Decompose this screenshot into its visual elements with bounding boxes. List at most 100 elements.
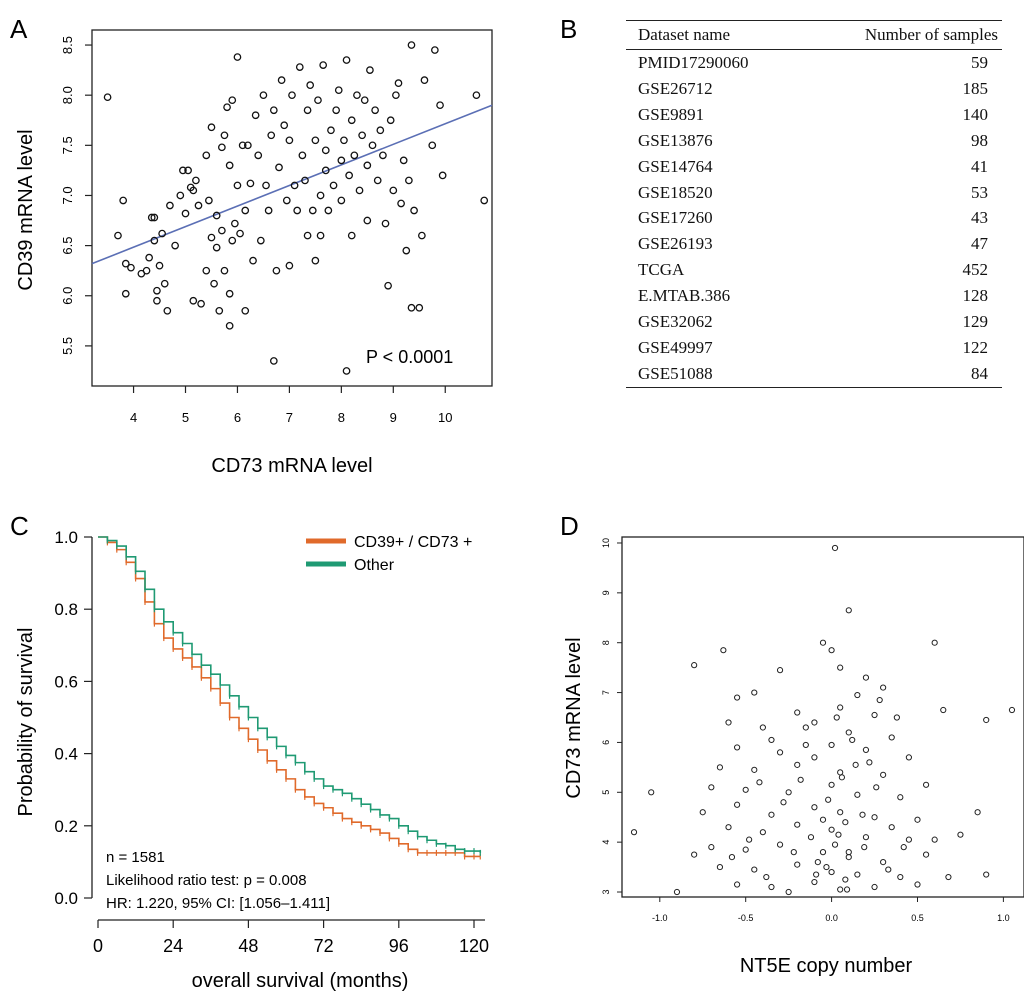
data-point <box>843 886 851 893</box>
data-point <box>945 873 952 881</box>
data-point <box>438 171 447 180</box>
data-point <box>402 246 411 255</box>
data-point <box>410 206 418 215</box>
data-point <box>866 759 873 766</box>
data-point <box>811 719 818 726</box>
table-row: GSE26712 185 <box>626 76 1002 102</box>
data-point <box>194 201 203 210</box>
data-point <box>207 123 216 132</box>
cell-dataset: TCGA <box>638 260 685 280</box>
data-point <box>785 888 792 896</box>
data-point <box>759 829 766 836</box>
panel-letter-d: D <box>560 511 579 541</box>
cell-dataset: GSE49997 <box>638 337 713 357</box>
data-point <box>246 179 255 188</box>
data-point <box>160 279 169 288</box>
data-point <box>751 766 758 773</box>
data-point <box>845 854 852 861</box>
data-point <box>181 209 190 218</box>
data-point <box>790 849 797 856</box>
data-point <box>828 826 835 833</box>
data-point <box>420 76 429 84</box>
data-point <box>202 266 211 275</box>
data-point <box>880 858 887 866</box>
x-tick-label: 72 <box>314 936 334 956</box>
data-point <box>243 141 252 150</box>
cell-samples: 53 <box>971 182 988 202</box>
table-header-row: Dataset name Number of samples <box>626 20 1002 50</box>
data-point <box>121 289 130 298</box>
panel-a-x-label: CD73 mRNA level <box>211 455 372 477</box>
data-point <box>734 744 741 751</box>
data-point <box>831 841 839 848</box>
data-point <box>321 166 330 175</box>
table-row: GSE14764 41 <box>626 154 1002 180</box>
data-point <box>147 213 156 222</box>
data-point <box>184 166 192 175</box>
x-tick-label: 4 <box>130 410 137 425</box>
data-point <box>974 809 981 816</box>
data-point <box>931 639 938 646</box>
data-point <box>813 871 820 878</box>
data-point <box>983 871 990 878</box>
survival-curve-cd39-cd73 <box>98 536 481 858</box>
data-point <box>293 206 302 215</box>
data-point <box>220 131 229 140</box>
table-row: GSE32062 129 <box>626 309 1002 335</box>
data-point <box>862 834 870 841</box>
x-tick-label: 7 <box>286 410 293 425</box>
y-tick-label: 6 <box>601 740 611 745</box>
data-point <box>716 863 724 871</box>
data-point <box>228 236 237 245</box>
data-point <box>819 816 827 823</box>
data-point <box>363 216 372 225</box>
data-point <box>358 131 366 140</box>
data-point <box>236 229 244 238</box>
data-point <box>888 734 895 741</box>
data-point <box>233 53 242 61</box>
table-row: GSE13876 98 <box>626 128 1002 154</box>
data-point <box>893 714 900 721</box>
data-point <box>823 863 830 871</box>
data-point <box>691 851 698 858</box>
data-point <box>238 141 247 150</box>
cell-dataset: GSE13876 <box>638 130 713 150</box>
data-point <box>873 784 880 791</box>
data-point <box>316 191 325 200</box>
data-point <box>833 714 840 721</box>
data-point <box>838 774 845 781</box>
data-point <box>103 93 112 102</box>
data-point <box>957 831 964 838</box>
y-tick-label: 6.0 <box>60 287 75 305</box>
data-point <box>158 229 166 238</box>
data-point <box>225 321 234 330</box>
data-point <box>241 306 250 315</box>
data-point <box>225 161 234 170</box>
data-point <box>734 881 741 888</box>
x-tick-label: 24 <box>163 936 183 956</box>
cell-samples: 128 <box>962 286 989 306</box>
y-tick-label: 9 <box>601 590 611 595</box>
data-point <box>150 213 159 222</box>
data-point <box>114 231 122 240</box>
data-point <box>751 689 758 696</box>
data-point <box>321 146 330 155</box>
x-tick-label: 10 <box>438 410 452 425</box>
data-point <box>254 151 263 160</box>
data-point <box>759 724 766 731</box>
data-point <box>272 266 281 275</box>
y-tick-label: 0.4 <box>54 745 78 764</box>
data-point <box>725 824 732 831</box>
data-point <box>301 176 309 185</box>
cell-dataset: GSE9891 <box>638 104 705 124</box>
data-point <box>819 639 827 646</box>
data-point <box>725 719 732 726</box>
data-point <box>837 704 844 711</box>
data-point <box>319 61 328 69</box>
data-point <box>153 286 161 295</box>
data-point <box>825 796 832 803</box>
data-point <box>285 261 294 270</box>
column-header-samples: Number of samples <box>864 25 998 44</box>
data-point <box>831 544 839 552</box>
